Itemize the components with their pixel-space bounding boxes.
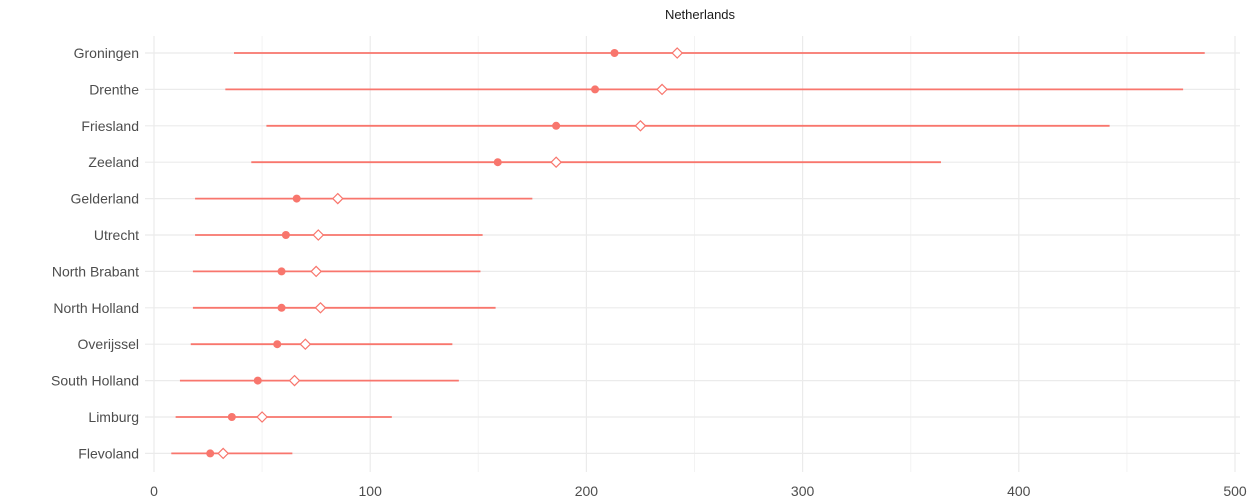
category-label: North Brabant bbox=[52, 263, 139, 279]
point-estimate-dot bbox=[493, 158, 502, 167]
diamond-marker bbox=[256, 411, 268, 423]
category-label: Drenthe bbox=[89, 81, 139, 97]
diamond-marker bbox=[331, 192, 344, 205]
data-marks bbox=[171, 47, 1205, 460]
category-label: North Holland bbox=[53, 300, 139, 316]
point-estimate-dot bbox=[277, 303, 286, 312]
point-estimate-dot bbox=[227, 413, 236, 421]
diamond-marker bbox=[314, 301, 327, 314]
point-estimate-dot bbox=[591, 85, 600, 94]
grid bbox=[145, 36, 1240, 472]
x-tick-label: 0 bbox=[150, 483, 158, 499]
point-estimate-dot bbox=[273, 340, 282, 349]
x-tick-label: 100 bbox=[359, 483, 383, 499]
category-label: Groningen bbox=[74, 45, 139, 61]
x-tick-label: 300 bbox=[791, 483, 815, 499]
category-labels: Groningen Drenthe Friesland Zeeland Gelderla… bbox=[51, 45, 139, 461]
diamond-marker bbox=[217, 447, 230, 460]
category-label: Gelderland bbox=[71, 191, 140, 207]
category-label: Limburg bbox=[88, 409, 139, 425]
chart-title: Netherlands bbox=[665, 7, 736, 22]
category-label: South Holland bbox=[51, 373, 139, 389]
point-estimate-dot bbox=[206, 449, 215, 458]
point-estimate-dot bbox=[292, 194, 301, 203]
diamond-marker bbox=[312, 229, 325, 241]
x-axis-tick-labels: 0 100 200 300 400 500 bbox=[150, 483, 1247, 499]
diamond-marker bbox=[299, 338, 312, 351]
diamond-marker bbox=[671, 47, 684, 59]
point-estimate-dot bbox=[552, 121, 561, 130]
diamond-marker bbox=[288, 374, 301, 387]
point-estimate-dot bbox=[281, 231, 290, 239]
x-tick-label: 500 bbox=[1223, 483, 1247, 499]
diamond-marker bbox=[550, 156, 562, 169]
diamond-marker bbox=[656, 83, 668, 96]
x-tick-label: 200 bbox=[575, 483, 599, 499]
category-label: Utrecht bbox=[94, 227, 139, 243]
category-label: Flevoland bbox=[78, 445, 139, 461]
diamond-marker bbox=[634, 119, 647, 132]
category-label: Zeeland bbox=[88, 154, 139, 170]
diamond-marker bbox=[310, 265, 322, 278]
x-tick-label: 400 bbox=[1007, 483, 1031, 499]
point-estimate-dot bbox=[610, 49, 619, 57]
point-estimate-dot bbox=[277, 267, 286, 276]
category-label: Overijssel bbox=[78, 336, 139, 352]
point-estimate-dot bbox=[253, 376, 262, 385]
category-label: Friesland bbox=[81, 118, 139, 134]
